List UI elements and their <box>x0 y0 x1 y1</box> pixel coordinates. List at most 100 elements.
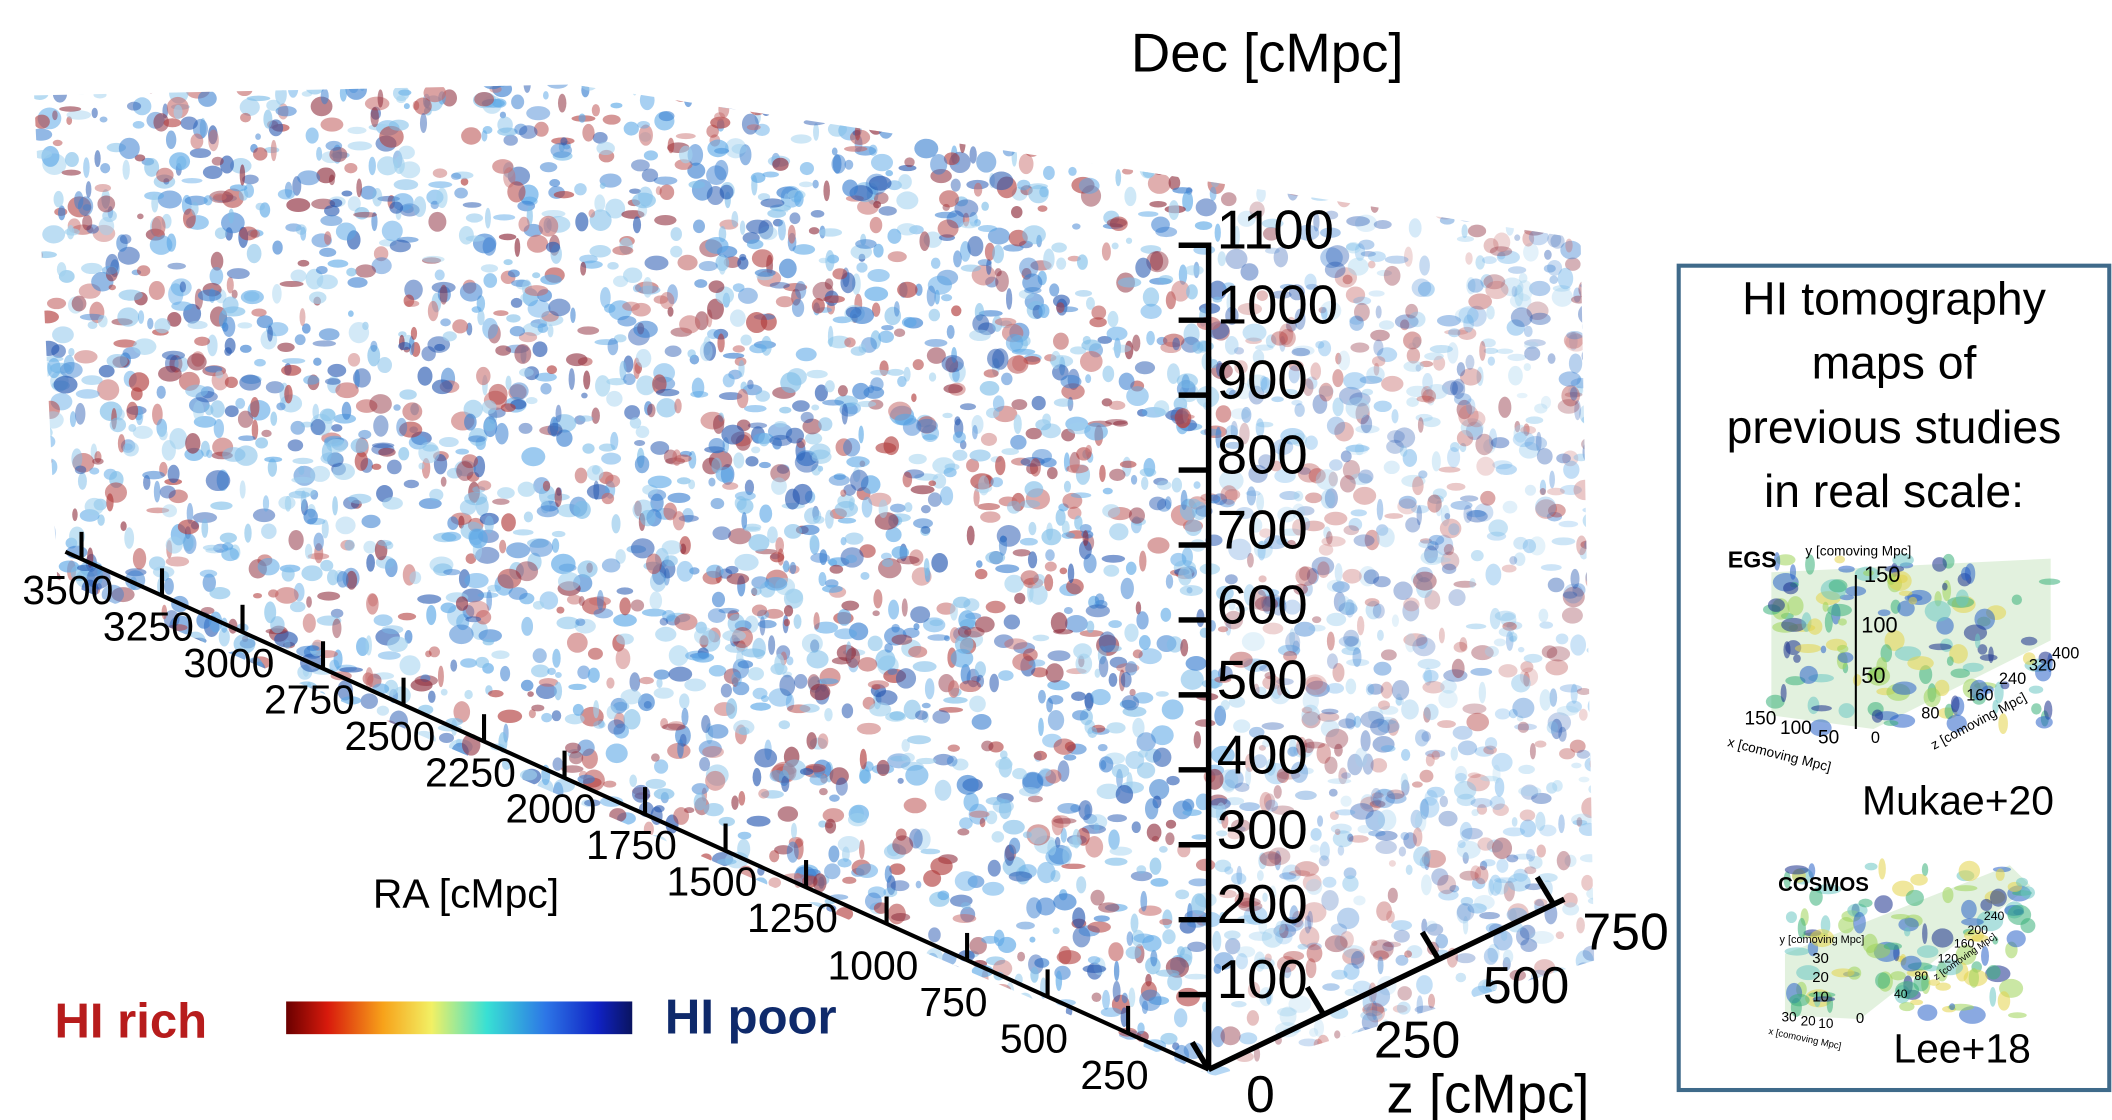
density-blob <box>1121 672 1132 688</box>
density-blob <box>588 209 595 217</box>
density-blob <box>1061 864 1085 869</box>
density-blob <box>1517 393 1528 398</box>
density-blob <box>199 719 219 733</box>
density-blob <box>1310 362 1321 380</box>
density-blob <box>76 389 100 399</box>
density-blob <box>1075 290 1092 297</box>
density-blob <box>959 131 965 153</box>
density-blob <box>272 840 279 848</box>
density-blob <box>19 1057 42 1078</box>
density-blob <box>323 805 340 820</box>
density-blob <box>1514 234 1520 241</box>
density-blob <box>231 903 254 909</box>
density-blob <box>325 378 341 385</box>
density-blob <box>1387 430 1405 443</box>
density-blob <box>1440 796 1448 807</box>
density-blob <box>137 958 154 972</box>
density-blob <box>648 476 672 489</box>
density-blob <box>1439 467 1461 473</box>
density-blob <box>342 402 352 420</box>
density-blob <box>930 620 943 627</box>
density-blob <box>221 699 244 713</box>
density-blob <box>158 741 169 758</box>
density-blob <box>263 495 269 511</box>
density-blob <box>844 146 867 152</box>
density-blob <box>1466 713 1489 732</box>
density-blob <box>109 284 116 290</box>
density-blob <box>102 266 118 275</box>
density-blob <box>633 216 641 233</box>
density-blob <box>552 538 559 553</box>
density-blob <box>943 697 968 704</box>
density-blob <box>1029 584 1048 604</box>
density-blob <box>1147 824 1162 841</box>
density-blob <box>1096 104 1108 125</box>
density-blob <box>851 346 867 356</box>
density-blob <box>1412 279 1432 298</box>
density-blob <box>567 595 582 605</box>
density-blob <box>1094 915 1110 922</box>
density-blob <box>592 465 600 474</box>
density-blob <box>550 143 572 158</box>
density-blob <box>917 94 926 104</box>
density-blob <box>637 121 650 129</box>
density-blob <box>476 943 490 951</box>
density-blob <box>1373 340 1383 356</box>
density-blob <box>1043 166 1055 180</box>
density-blob <box>382 497 403 510</box>
density-blob <box>1455 953 1475 963</box>
density-blob <box>959 680 981 692</box>
density-blob <box>21 455 40 470</box>
density-blob <box>75 465 86 474</box>
density-blob <box>237 1001 261 1008</box>
density-blob <box>510 326 525 336</box>
density-blob <box>143 718 156 726</box>
density-blob <box>1083 965 1107 973</box>
density-blob <box>372 464 382 470</box>
density-blob <box>1424 352 1444 360</box>
density-blob <box>1469 578 1475 588</box>
density-blob <box>288 439 304 451</box>
density-blob <box>436 188 447 208</box>
density-blob <box>1495 203 1513 212</box>
density-blob <box>1467 195 1474 204</box>
density-blob <box>779 259 797 279</box>
density-blob <box>1430 129 1451 138</box>
density-blob <box>905 765 928 786</box>
density-blob <box>1471 809 1478 816</box>
density-blob <box>601 978 608 999</box>
density-blob <box>97 741 118 759</box>
density-blob <box>185 385 208 398</box>
density-blob <box>1166 574 1173 588</box>
density-blob <box>1471 550 1484 561</box>
density-blob <box>756 390 770 401</box>
density-blob <box>303 614 316 633</box>
density-blob <box>1563 461 1579 479</box>
density-blob <box>842 877 856 884</box>
density-blob <box>1385 256 1409 264</box>
density-blob <box>178 930 195 941</box>
density-blob <box>346 268 356 277</box>
density-blob <box>374 614 393 626</box>
density-blob <box>647 404 655 418</box>
density-blob <box>27 1079 37 1092</box>
density-blob <box>1588 564 1605 579</box>
density-blob <box>549 179 560 187</box>
density-blob <box>174 1047 192 1064</box>
density-blob <box>1012 355 1026 371</box>
density-blob <box>352 971 371 982</box>
density-blob <box>404 103 410 109</box>
density-blob <box>1550 206 1567 217</box>
density-blob <box>1210 187 1217 201</box>
density-blob <box>223 296 239 313</box>
density-blob <box>245 1069 264 1089</box>
density-blob <box>1136 611 1148 629</box>
density-blob <box>928 492 942 506</box>
density-blob <box>1512 698 1534 718</box>
density-blob <box>391 989 402 997</box>
density-blob <box>1000 79 1017 98</box>
density-blob <box>1064 481 1071 493</box>
density-blob <box>800 93 823 107</box>
density-blob <box>1332 397 1343 416</box>
density-blob <box>1421 122 1431 131</box>
